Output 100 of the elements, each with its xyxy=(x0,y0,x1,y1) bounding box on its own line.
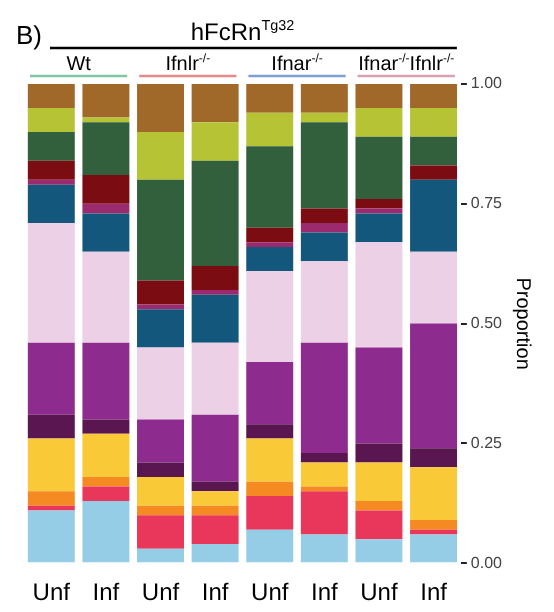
text: B) xyxy=(16,20,42,50)
bar xyxy=(27,342,75,415)
bar xyxy=(246,361,294,425)
bar xyxy=(27,438,75,492)
bar xyxy=(300,112,348,123)
bar xyxy=(191,515,239,545)
bar xyxy=(82,500,130,563)
bar xyxy=(191,160,239,267)
bar xyxy=(246,146,294,228)
x-tick-label: Unf xyxy=(32,578,72,607)
bar xyxy=(300,232,348,262)
bar xyxy=(246,438,294,482)
bar xyxy=(191,505,239,516)
bar xyxy=(300,208,348,223)
bar xyxy=(300,84,348,113)
bar xyxy=(246,246,294,271)
bar xyxy=(82,476,130,487)
bar xyxy=(300,452,348,463)
bar xyxy=(137,304,184,310)
bar xyxy=(27,179,75,185)
bar xyxy=(137,505,184,516)
bar xyxy=(191,491,239,506)
x-tick-label: Inf xyxy=(311,578,340,607)
bar xyxy=(300,491,348,535)
bar xyxy=(137,179,184,281)
bar xyxy=(300,534,348,563)
x-tick-label: Unf xyxy=(251,578,290,607)
bar xyxy=(137,131,184,180)
x-tick-label: Inf xyxy=(92,578,121,607)
bar xyxy=(410,448,458,468)
bar xyxy=(246,112,294,147)
bar xyxy=(355,510,403,540)
bar xyxy=(355,462,403,501)
bar xyxy=(355,213,403,243)
bar xyxy=(355,199,403,209)
bar xyxy=(191,294,239,343)
bar xyxy=(191,414,239,482)
bar xyxy=(355,84,403,108)
bar xyxy=(137,548,184,563)
bar xyxy=(410,323,458,449)
bar xyxy=(246,496,294,530)
x-tick-label: Inf xyxy=(201,578,230,607)
bar xyxy=(82,433,130,477)
y-tick-label: 1.00 xyxy=(470,74,504,93)
bar xyxy=(355,242,403,348)
y-tick-label: 0.00 xyxy=(470,553,504,572)
bar xyxy=(27,491,75,506)
bar xyxy=(355,443,403,463)
bar xyxy=(82,84,130,118)
bar xyxy=(191,84,239,123)
bar xyxy=(137,84,184,132)
bar xyxy=(300,342,348,453)
bar xyxy=(410,534,458,563)
bar xyxy=(27,510,75,563)
bar xyxy=(410,520,458,530)
bar xyxy=(410,136,458,166)
bar xyxy=(410,179,458,252)
bar xyxy=(410,467,458,521)
bar xyxy=(27,107,75,132)
bar xyxy=(27,131,75,161)
bar xyxy=(300,261,348,343)
bar xyxy=(246,84,294,113)
bar xyxy=(410,107,458,137)
bar xyxy=(82,213,130,252)
bar xyxy=(355,539,403,563)
bar xyxy=(410,251,458,324)
bar xyxy=(82,419,130,434)
bar xyxy=(410,165,458,180)
bar xyxy=(246,529,294,563)
bar xyxy=(355,500,403,511)
bar xyxy=(137,476,184,506)
bar xyxy=(82,175,130,204)
bar xyxy=(300,122,348,209)
y-axis-title: Proportion xyxy=(510,277,533,370)
bar xyxy=(137,280,184,305)
bar xyxy=(27,160,75,180)
bar xyxy=(82,251,130,343)
text: Wt xyxy=(66,54,92,76)
bar xyxy=(27,222,75,343)
bar xyxy=(82,486,130,501)
bar xyxy=(246,270,294,362)
bar xyxy=(137,462,184,477)
bar xyxy=(191,122,239,161)
bar xyxy=(410,84,458,108)
y-tick-label: 0.50 xyxy=(470,314,504,333)
bar xyxy=(355,107,403,137)
bar xyxy=(246,481,294,497)
bar xyxy=(191,266,239,291)
bar xyxy=(82,203,130,214)
bar xyxy=(27,184,75,223)
x-tick-label: Unf xyxy=(360,578,399,607)
bar xyxy=(137,419,184,463)
bar xyxy=(82,342,130,420)
bar xyxy=(82,122,130,176)
bar xyxy=(300,222,348,233)
bar xyxy=(137,515,184,549)
bar xyxy=(355,347,403,444)
bar xyxy=(246,424,294,439)
y-tick-label: 0.75 xyxy=(470,194,504,213)
bar xyxy=(300,462,348,487)
